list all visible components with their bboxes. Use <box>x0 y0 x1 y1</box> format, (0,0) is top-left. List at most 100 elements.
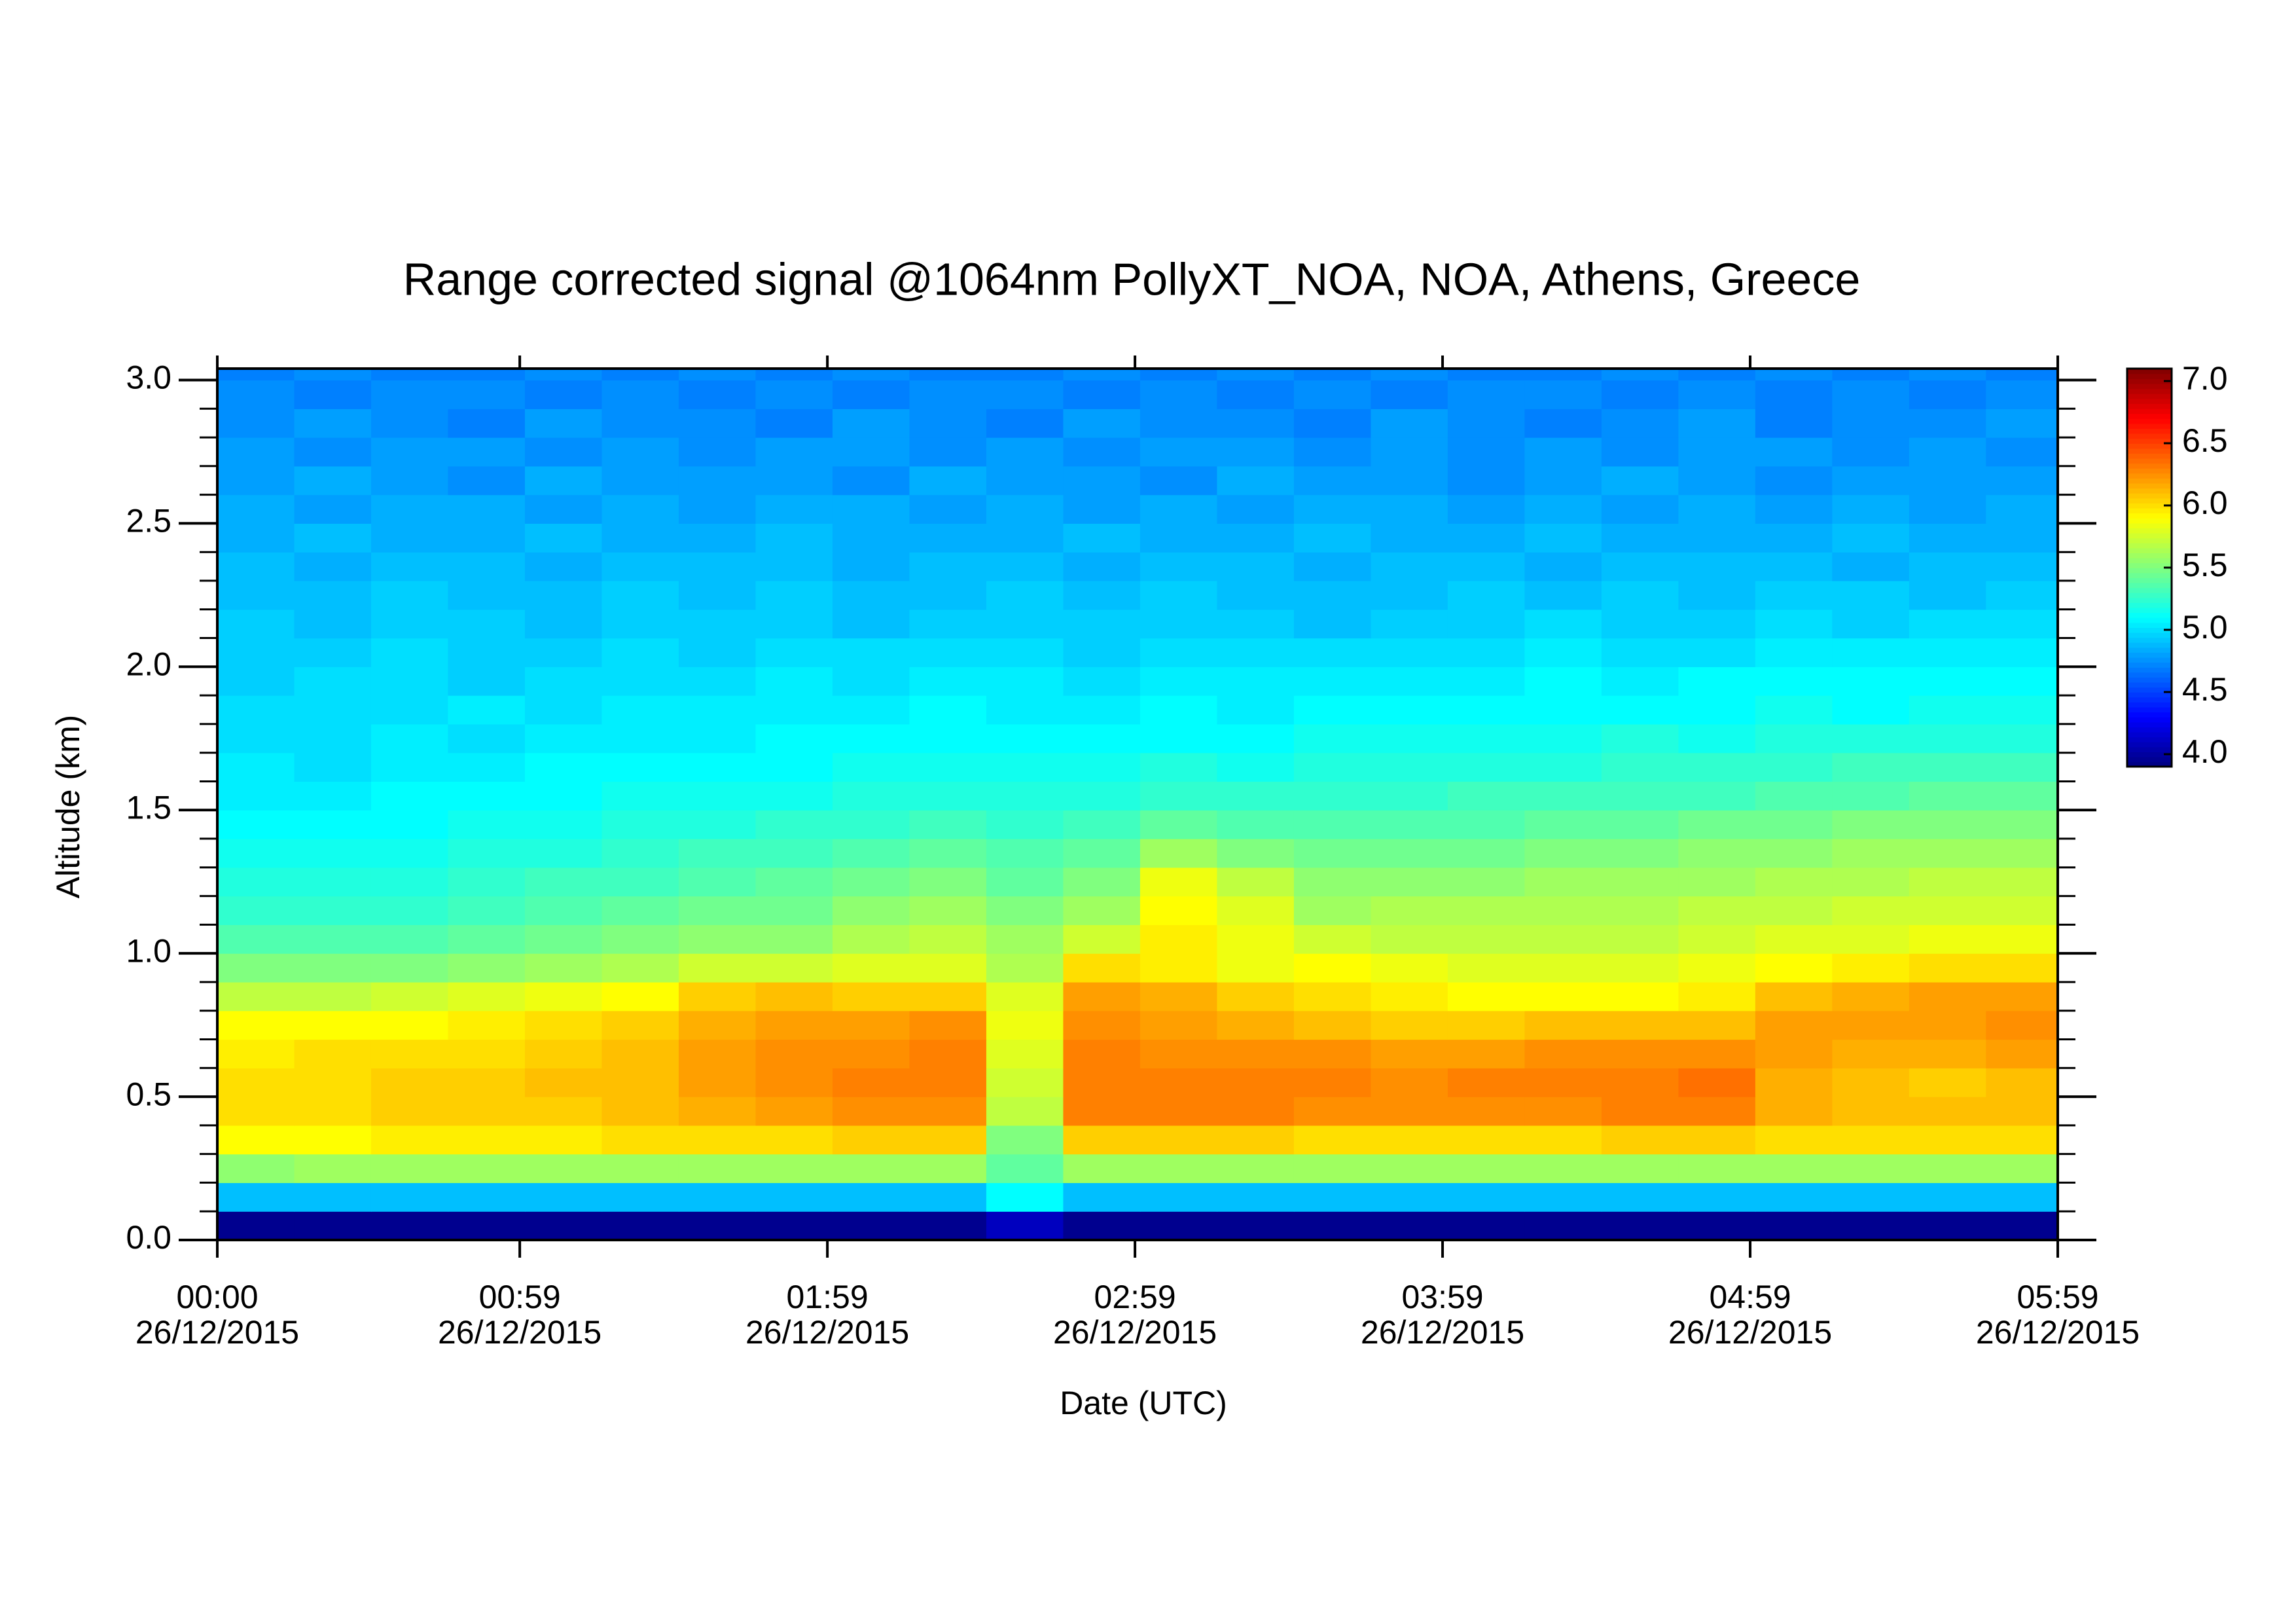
heatmap-cell <box>1447 1039 1525 1068</box>
heatmap-cell <box>1755 953 1833 983</box>
colorbar-tick-label: 4.5 <box>2182 671 2228 708</box>
heatmap-cell <box>1832 839 1910 868</box>
heatmap-cell <box>1217 494 1295 524</box>
colorbar-segment <box>2127 697 2172 702</box>
heatmap-cell <box>986 609 1064 639</box>
heatmap-cell <box>1063 666 1141 696</box>
heatmap-cell <box>986 781 1064 811</box>
heatmap-cell <box>217 666 295 696</box>
heatmap-cell <box>1293 369 1371 381</box>
heatmap-cell <box>1601 1068 1679 1097</box>
heatmap-cell <box>448 867 526 897</box>
colorbar-segment <box>2127 677 2172 683</box>
heatmap-cell <box>1217 580 1295 610</box>
heatmap-cell <box>601 580 679 610</box>
heatmap-cell <box>1986 1125 2058 1155</box>
heatmap-cell <box>755 494 833 524</box>
heatmap-cell <box>1601 1039 1679 1068</box>
plot-frame <box>216 367 2059 1241</box>
heatmap-cell <box>1755 580 1833 610</box>
heatmap-cell <box>1601 981 1679 1012</box>
heatmap-cell <box>601 896 679 925</box>
heatmap-cell <box>678 409 757 438</box>
heatmap-cell <box>1293 1125 1371 1155</box>
heatmap-cell <box>986 409 1064 438</box>
colorbar-segment <box>2127 593 2172 598</box>
heatmap-cell <box>1371 867 1448 897</box>
heatmap-cell <box>678 437 757 467</box>
colorbar-segment <box>2127 507 2172 514</box>
heatmap-cell <box>1371 1211 1448 1240</box>
heatmap-cell <box>909 1211 987 1240</box>
heatmap-cell <box>1139 695 1218 725</box>
colorbar-segment <box>2127 493 2172 499</box>
heatmap-cell <box>294 552 372 581</box>
heatmap-cell <box>1371 1182 1448 1212</box>
heatmap-cell <box>601 981 679 1012</box>
heatmap-cell <box>1678 380 1756 409</box>
heatmap-cell <box>1832 1125 1910 1155</box>
heatmap-cell <box>1524 695 1602 725</box>
heatmap-cell <box>1832 409 1910 438</box>
heatmap-cell <box>294 810 372 839</box>
y-tick-label: 2.0 <box>126 646 171 683</box>
heatmap-cell <box>1986 1068 2058 1097</box>
colorbar-segment <box>2127 647 2172 653</box>
heatmap-cell <box>217 1097 295 1126</box>
heatmap-cell <box>678 638 757 667</box>
heatmap-cell <box>1909 1010 1986 1040</box>
heatmap-cell <box>1063 781 1141 811</box>
heatmap-cell <box>1139 810 1218 839</box>
heatmap-cell <box>1293 494 1371 524</box>
heatmap-cell <box>1217 1068 1295 1097</box>
heatmap-cell <box>755 839 833 868</box>
heatmap-cell <box>217 409 295 438</box>
heatmap-cell <box>678 1097 757 1126</box>
colorbar-segment <box>2127 547 2172 553</box>
heatmap-cell <box>448 953 526 983</box>
heatmap-cell <box>1447 723 1525 754</box>
heatmap-cell <box>601 380 679 409</box>
heatmap-cell <box>755 781 833 811</box>
heatmap-cell <box>217 465 295 496</box>
heatmap-cell <box>678 953 757 983</box>
heatmap-cell <box>1371 723 1448 754</box>
heatmap-cell <box>755 1154 833 1184</box>
heatmap-cell <box>1217 437 1295 467</box>
heatmap-cell <box>1293 839 1371 868</box>
colorbar-segment <box>2127 572 2172 578</box>
heatmap-cell <box>1371 695 1448 725</box>
heatmap-cell <box>1986 1182 2058 1212</box>
heatmap-cell <box>832 1010 910 1040</box>
heatmap-cell <box>1755 409 1833 438</box>
heatmap-cell <box>601 1182 679 1212</box>
heatmap-cell <box>986 1039 1064 1068</box>
heatmap-cell <box>1909 1154 1986 1184</box>
heatmap-cell <box>1909 924 1986 954</box>
heatmap-cell <box>1601 552 1679 581</box>
heatmap-cell <box>370 609 449 639</box>
heatmap-cell <box>601 409 679 438</box>
heatmap-cell <box>1447 1125 1525 1155</box>
heatmap-cell <box>1678 839 1756 868</box>
heatmap-cell <box>755 867 833 897</box>
heatmap-cell <box>294 494 372 524</box>
heatmap-cell <box>1447 1097 1525 1126</box>
colorbar-segment <box>2127 617 2172 623</box>
heatmap-cell <box>524 1182 603 1212</box>
heatmap-cell <box>448 839 526 868</box>
colorbar-segment <box>2127 761 2172 767</box>
heatmap-cell <box>1293 781 1371 811</box>
heatmap-cell <box>1524 666 1602 696</box>
heatmap-cell <box>1755 896 1833 925</box>
heatmap-cell <box>1755 1154 1833 1184</box>
heatmap-cell <box>1063 924 1141 954</box>
heatmap-cell <box>678 924 757 954</box>
heatmap-cell <box>1447 924 1525 954</box>
heatmap-cell <box>601 1039 679 1068</box>
heatmap-cell <box>217 437 295 467</box>
heatmap-cell <box>601 723 679 754</box>
heatmap-cell <box>217 924 295 954</box>
colorbar-segment <box>2127 662 2172 668</box>
heatmap-cell <box>1986 1211 2058 1240</box>
